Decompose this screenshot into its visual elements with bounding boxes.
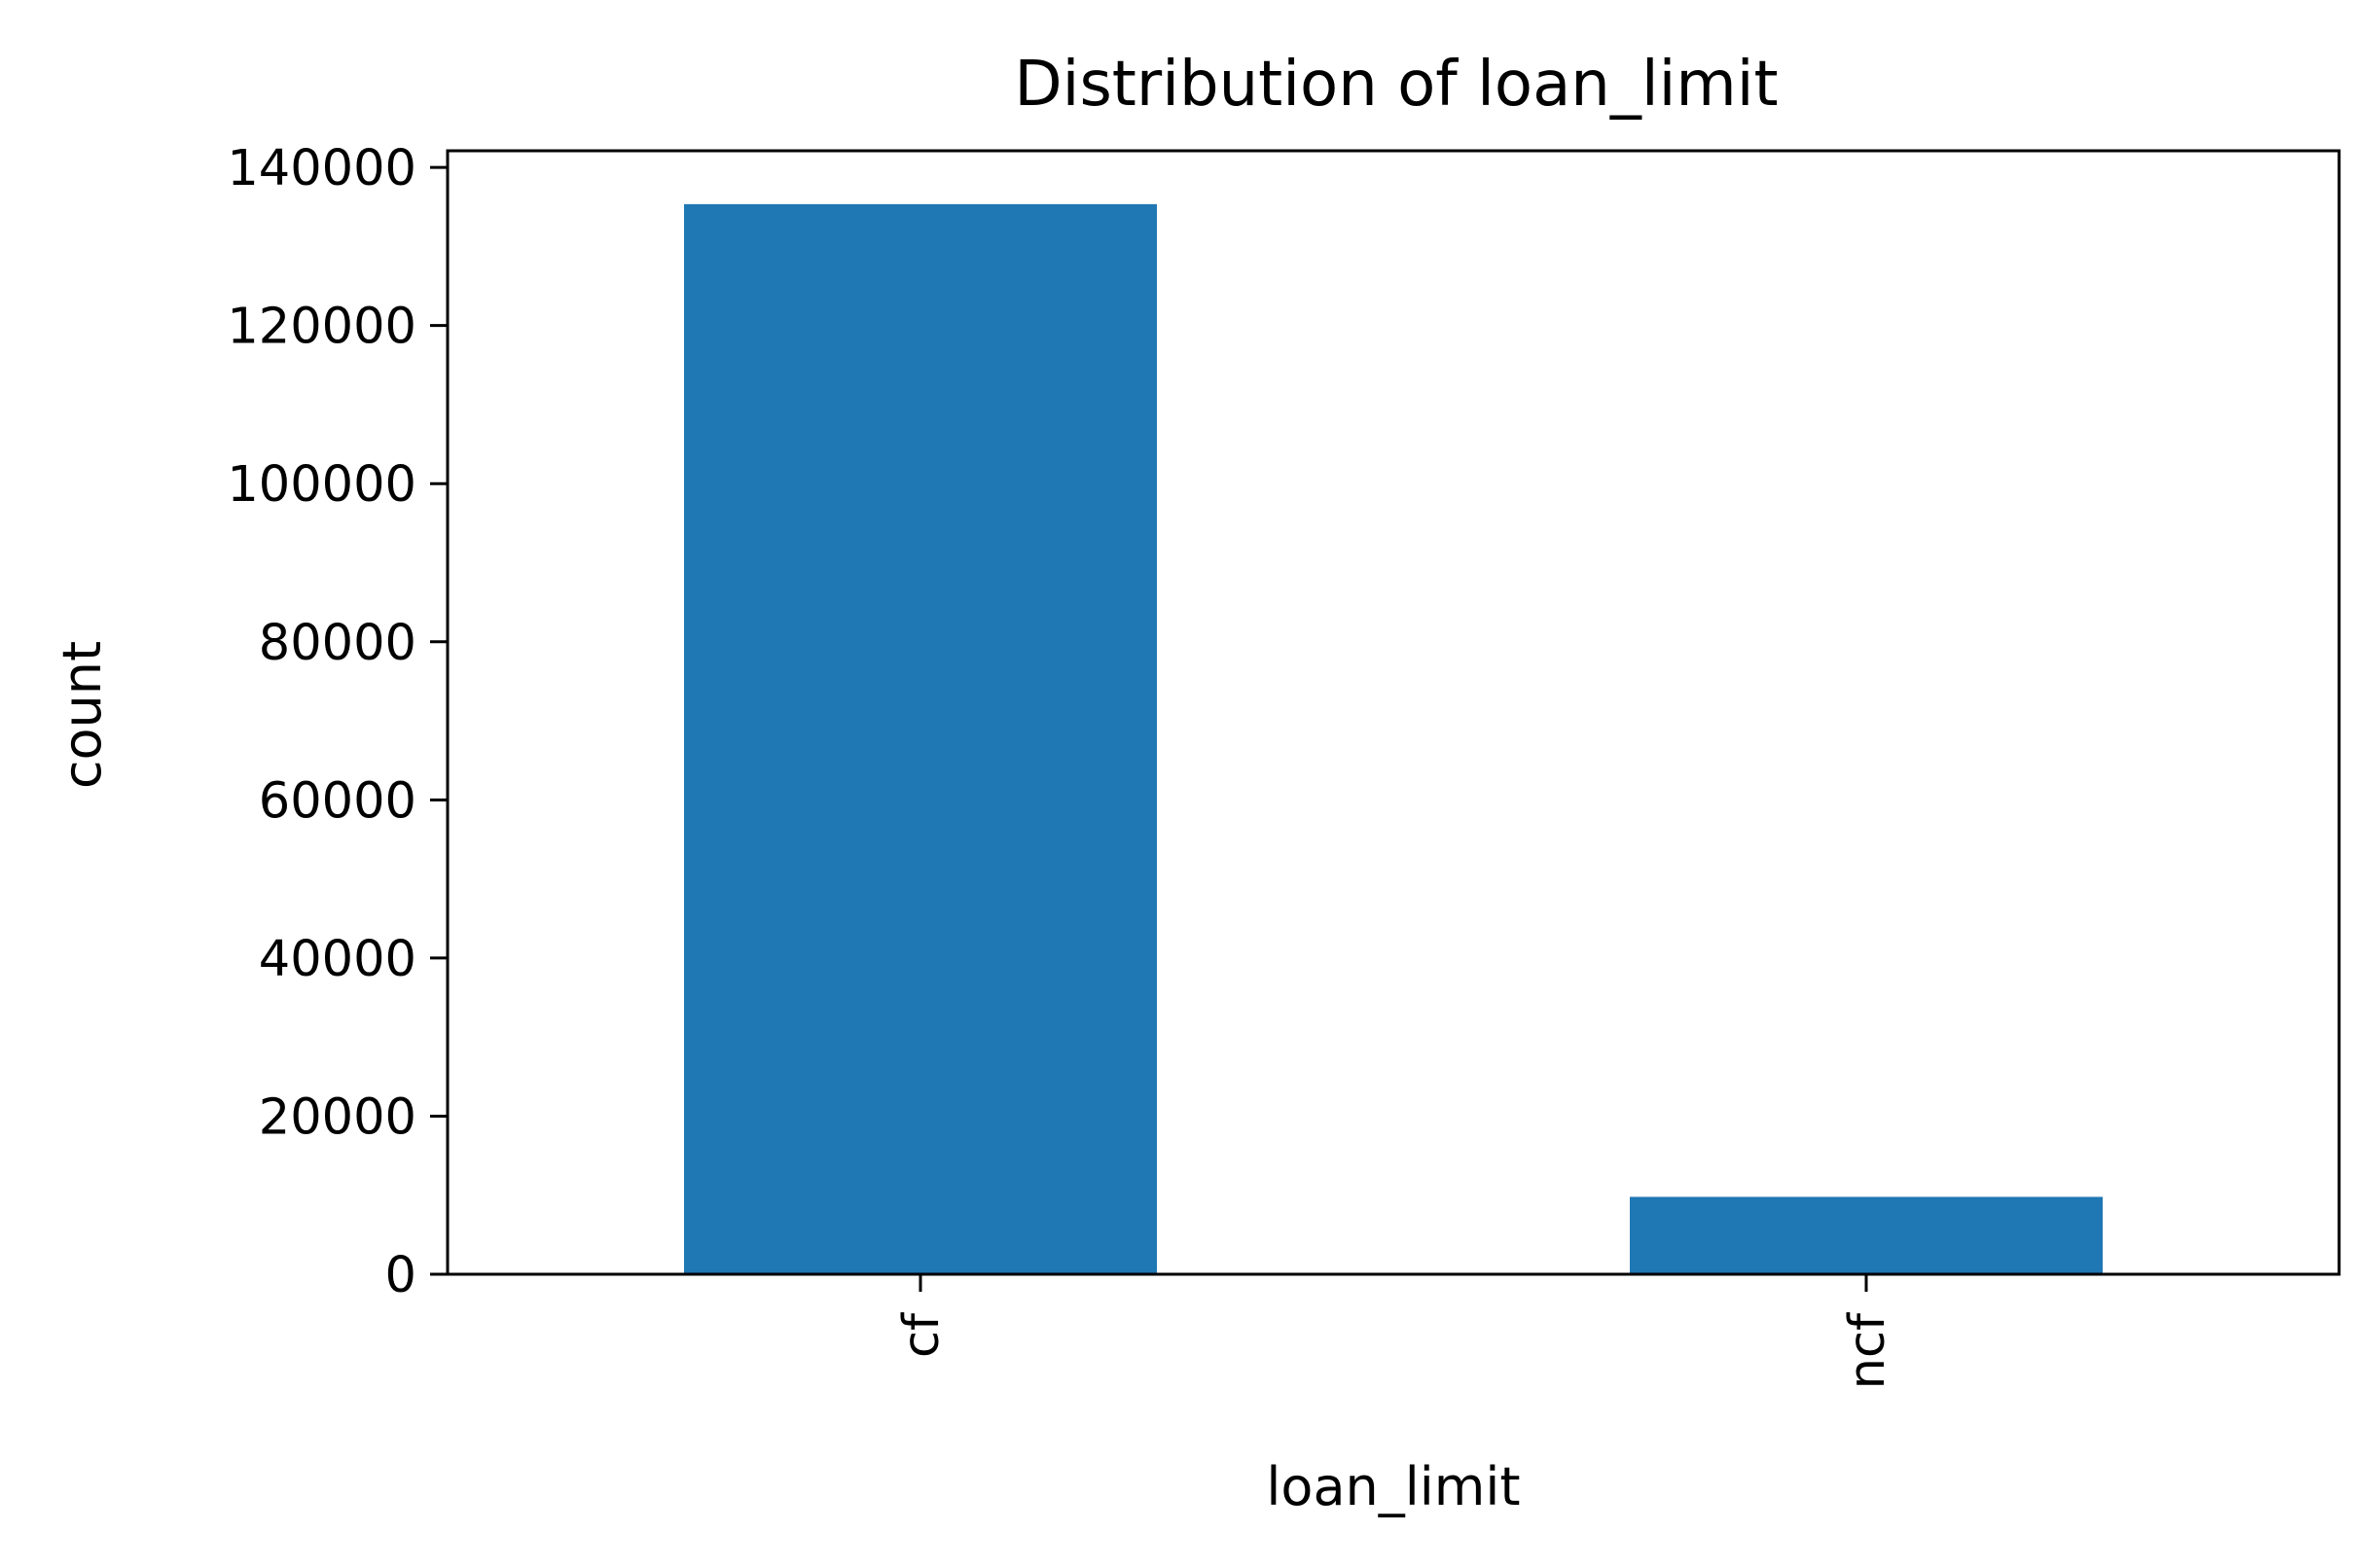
- y-tick-label: 140000: [227, 140, 416, 197]
- y-tick-label: 120000: [227, 299, 416, 356]
- bar-cf: [684, 203, 1157, 1275]
- y-axis: 0 20000 40000 60000 80000 100000 120000 140000: [227, 140, 448, 1304]
- y-axis-label: count: [52, 641, 113, 789]
- y-tick-label: 0: [385, 1247, 416, 1304]
- chart-title: Distribution of loan_limit: [1014, 49, 1778, 121]
- y-tick-label: 40000: [259, 931, 416, 988]
- bars-group: [684, 203, 2103, 1275]
- y-tick-label: 60000: [259, 772, 416, 830]
- x-axis-label: loan_limit: [1266, 1456, 1520, 1517]
- y-tick-label: 80000: [259, 615, 416, 672]
- x-tick-label-ncf: ncf: [1839, 1312, 1896, 1389]
- x-tick-label-cf: cf: [893, 1312, 951, 1358]
- x-axis: cf ncf: [893, 1274, 1896, 1389]
- plot-frame: [446, 149, 2341, 1276]
- bar-ncf: [1630, 1196, 2103, 1274]
- y-tick-label: 20000: [259, 1088, 416, 1146]
- y-tick-label: 100000: [227, 456, 416, 514]
